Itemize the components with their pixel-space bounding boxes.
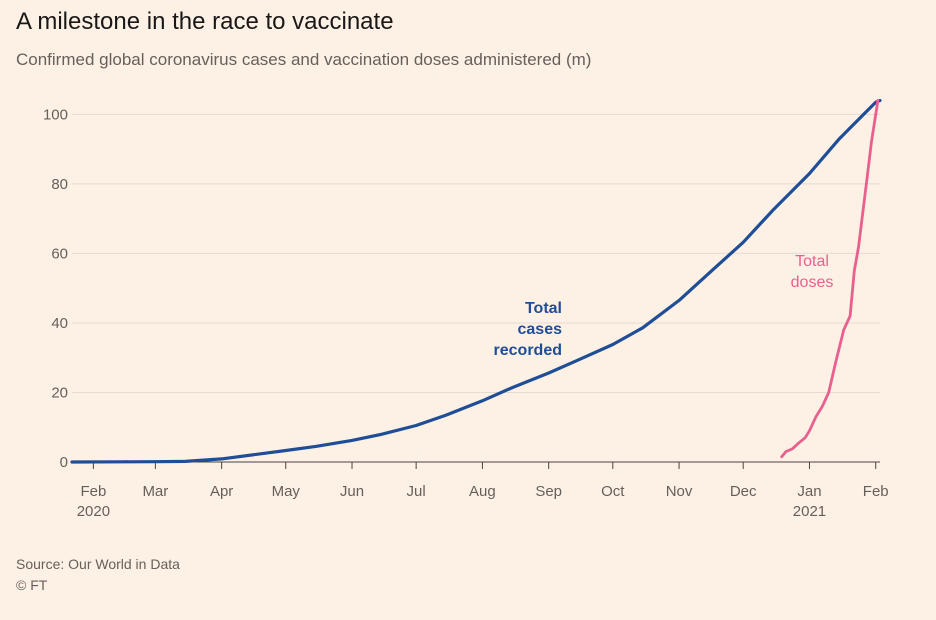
y-tick-label: 20 [51, 384, 68, 401]
y-tick-label: 0 [60, 454, 68, 471]
y-tick-label: 80 [51, 176, 68, 193]
label-line: cases [518, 321, 563, 338]
x-tick-label: Mar [142, 483, 168, 500]
credit-note: © FT [16, 577, 48, 593]
x-tick-year-label: 2021 [793, 503, 826, 520]
y-tick-label: 40 [51, 315, 68, 332]
source-note: Source: Our World in Data [16, 556, 180, 572]
x-tick-label: Feb [80, 483, 106, 500]
doses-line [780, 99, 880, 459]
x-tick-label: Jun [340, 483, 364, 500]
y-tick-label: 60 [51, 245, 68, 262]
x-tick-label: Sep [535, 483, 562, 500]
label-line: Total [795, 253, 829, 270]
gridlines [72, 113, 880, 463]
chart-subtitle: Confirmed global coronavirus cases and v… [16, 50, 592, 69]
x-axis: Feb 2020 Mar Apr May Jun Jul Aug Sep Oct Nov Dec Jan… [77, 462, 889, 520]
x-tick-label: Aug [469, 483, 496, 500]
x-tick-label: Oct [601, 483, 625, 500]
x-tick-label: Jan [797, 483, 821, 500]
label-line: recorded [494, 342, 562, 359]
x-tick-label: May [272, 483, 301, 500]
x-tick-label: Dec [730, 483, 757, 500]
cases-line [70, 98, 882, 464]
x-tick-label: Jul [407, 483, 426, 500]
series-annotations: Total cases recorded Total doses [494, 253, 834, 359]
chart-title: A milestone in the race to vaccinate [16, 8, 394, 35]
x-tick-label: Feb [863, 483, 889, 500]
label-line: Total [525, 300, 562, 317]
y-tick-label: 100 [43, 106, 68, 123]
x-tick-label: Apr [210, 483, 233, 500]
cases-label: Total cases recorded [494, 300, 563, 359]
x-tick-year-label: 2020 [77, 503, 110, 520]
series-lines [70, 98, 882, 464]
label-line: doses [791, 274, 834, 291]
x-tick-label: Nov [666, 483, 693, 500]
y-axis-tick-labels: 0 20 40 60 80 100 [43, 106, 68, 471]
doses-label: Total doses [791, 253, 834, 291]
